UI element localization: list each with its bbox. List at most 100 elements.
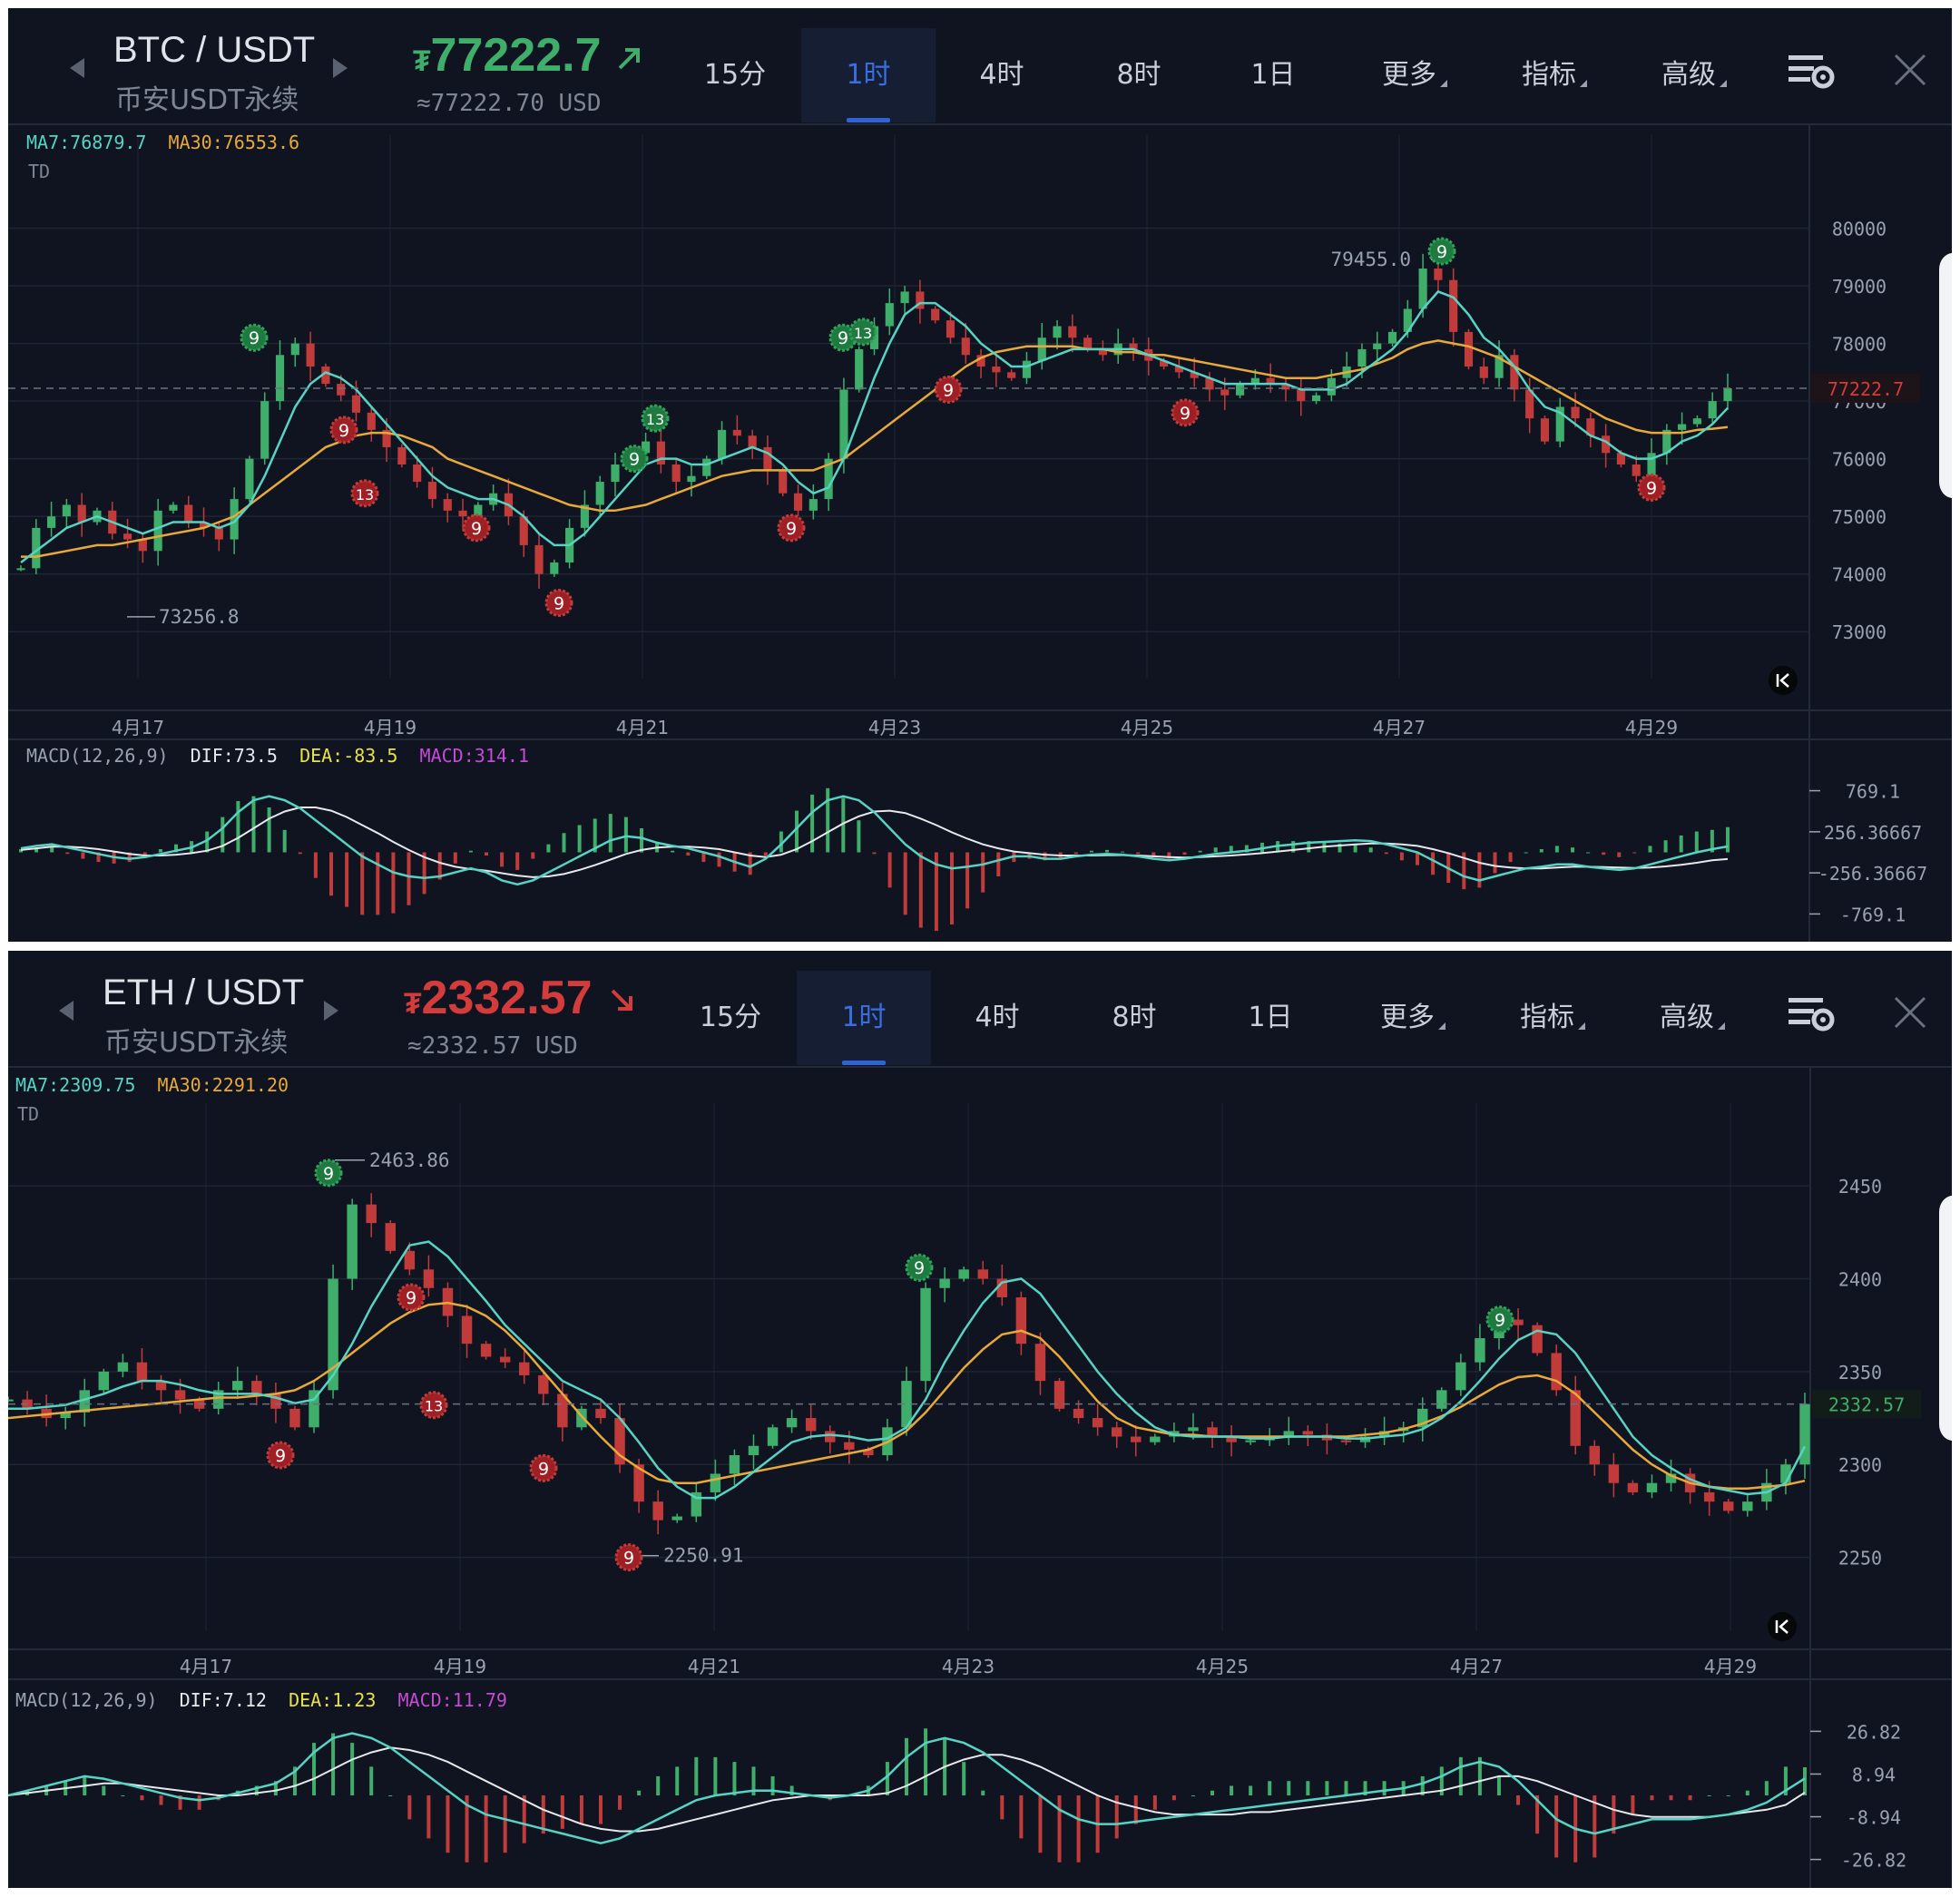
scroll-latest-icon — [1775, 1619, 1788, 1634]
tab-1d[interactable]: 1日 — [1248, 1002, 1293, 1033]
eth-pair-title[interactable]: ETH / USDT — [103, 973, 305, 1012]
macd-histogram-bar — [1244, 845, 1249, 853]
tab-more[interactable]: 更多 — [1348, 28, 1482, 122]
candle-body — [732, 429, 741, 436]
candle-body — [122, 533, 132, 540]
td-marker — [1485, 1305, 1514, 1335]
candle-body — [1627, 1482, 1639, 1492]
candle-body — [212, 1390, 224, 1409]
candle-body — [976, 355, 985, 367]
date-tick-label: 4月23 — [942, 1656, 995, 1677]
dea-line — [20, 807, 1729, 878]
candle-body — [1708, 401, 1717, 419]
prev-symbol-icon[interactable] — [59, 1001, 74, 1021]
close-icon[interactable] — [1892, 994, 1928, 1031]
candle-body — [576, 1408, 587, 1428]
date-tick-label: 4月25 — [1196, 1656, 1249, 1677]
candle-body — [117, 1362, 129, 1372]
tab-4h[interactable]: 4时 — [975, 1002, 1020, 1033]
candle-body — [60, 1412, 71, 1419]
candle-body — [1434, 269, 1443, 280]
td-marker-label: 9 — [629, 450, 640, 470]
next-symbol-icon[interactable] — [333, 58, 348, 78]
candle-body — [1245, 1440, 1256, 1442]
btc-ma-legend: MA7:76879.7 MA30:76553.6 — [26, 132, 299, 153]
macd-histogram-bar — [1420, 1775, 1425, 1795]
btc-chart-canvas[interactable]: 7300074000750007600077000780007900080000… — [8, 8, 1952, 942]
macd-histogram-bar — [1152, 852, 1156, 857]
macd-histogram-bar — [407, 852, 411, 905]
td-marker — [777, 513, 806, 543]
macd-histogram-bar — [671, 850, 675, 853]
td-marker — [848, 318, 877, 347]
tab-advanced[interactable]: 高级 — [1627, 28, 1761, 122]
candle-body — [961, 337, 970, 356]
candle-body — [557, 1393, 568, 1428]
tab-15m[interactable]: 15分 — [699, 1002, 762, 1033]
macd-histogram-bar — [1307, 841, 1311, 853]
candle-body — [1131, 1436, 1142, 1442]
eth-chart-canvas[interactable]: 2250 2300 2350 2400 2450 4月17 4月19 4月21 4月23 4月25… — [8, 951, 1952, 1888]
macd-histogram-bar — [1554, 846, 1559, 853]
td-marker-label: 9 — [786, 519, 797, 539]
macd-histogram-bar — [1191, 1795, 1195, 1796]
btc-header: BTC / USDT 币安USDT永续 ₮77222.7 ≈77222.70 U… — [8, 8, 1952, 126]
scroll-latest-button — [1768, 1612, 1797, 1641]
tab-8h[interactable]: 8时 — [1116, 59, 1161, 91]
price-tick-label: 79000 — [1832, 276, 1886, 298]
tab-advanced[interactable]: 高级 — [1625, 971, 1759, 1065]
tab-1h[interactable]: 1时 — [797, 971, 931, 1065]
tab-1d[interactable]: 1日 — [1250, 59, 1296, 91]
tab-more[interactable]: 更多 — [1346, 971, 1480, 1065]
tab-8h[interactable]: 8时 — [1112, 1002, 1157, 1033]
macd-histogram-bar — [1171, 1795, 1176, 1801]
macd-histogram-bar — [1114, 1795, 1119, 1839]
current-price-label: 77222.7 — [1828, 378, 1904, 400]
macd-histogram-bar — [637, 1790, 642, 1795]
candle-body — [1283, 1431, 1295, 1437]
macd-histogram-bar — [1363, 1781, 1367, 1795]
macd-histogram-bar — [1508, 852, 1513, 863]
btc-pair-title[interactable]: BTC / USDT — [113, 30, 316, 70]
tab-1h[interactable]: 1时 — [801, 28, 936, 122]
macd-histogram-bar — [1043, 852, 1047, 861]
tab-15m[interactable]: 15分 — [703, 59, 767, 91]
candle-body — [1464, 331, 1474, 367]
candle-body — [1646, 1482, 1658, 1492]
macd-histogram-bar — [1136, 852, 1141, 855]
candle-body — [855, 348, 864, 390]
candle-body — [480, 1344, 492, 1357]
candle-body — [16, 568, 25, 571]
macd-histogram-bar — [312, 1743, 317, 1795]
candle-body — [1302, 1431, 1314, 1435]
tab-4h[interactable]: 4时 — [979, 59, 1024, 91]
eth-ma-legend: MA7:2309.75 MA30:2291.20 — [15, 1074, 289, 1096]
ma30-line — [8, 1301, 1806, 1491]
settings-icon[interactable] — [1787, 994, 1838, 1034]
candle-body — [1525, 389, 1534, 419]
candle-body — [977, 1269, 988, 1279]
tab-indicators[interactable]: 指标 — [1485, 971, 1620, 1065]
candle-body — [1190, 372, 1199, 378]
candle-body — [1416, 1408, 1428, 1428]
date-tick-label: 4月21 — [616, 717, 669, 738]
date-tick-label: 4月29 — [1625, 717, 1678, 738]
tab-indicators[interactable]: 指标 — [1487, 28, 1622, 122]
macd-histogram-bar — [560, 1795, 564, 1829]
candle-body — [839, 389, 848, 459]
current-price-tag — [1812, 1389, 1921, 1419]
ma30-line — [21, 339, 1729, 558]
candle-body — [169, 504, 178, 511]
next-symbol-icon[interactable] — [324, 1001, 338, 1021]
macd-histogram-bar — [1000, 1795, 1004, 1820]
macd-histogram-bar — [102, 1785, 106, 1795]
macd-histogram-bar — [1524, 852, 1528, 854]
macd-histogram-bar — [1384, 852, 1388, 855]
settings-icon[interactable] — [1787, 52, 1838, 92]
prev-symbol-icon[interactable] — [70, 58, 84, 78]
candle-body — [367, 412, 376, 430]
candle-body — [844, 1442, 855, 1450]
macd-histogram-bar — [950, 852, 954, 924]
candle-body — [155, 1381, 167, 1391]
close-icon[interactable] — [1892, 52, 1928, 88]
